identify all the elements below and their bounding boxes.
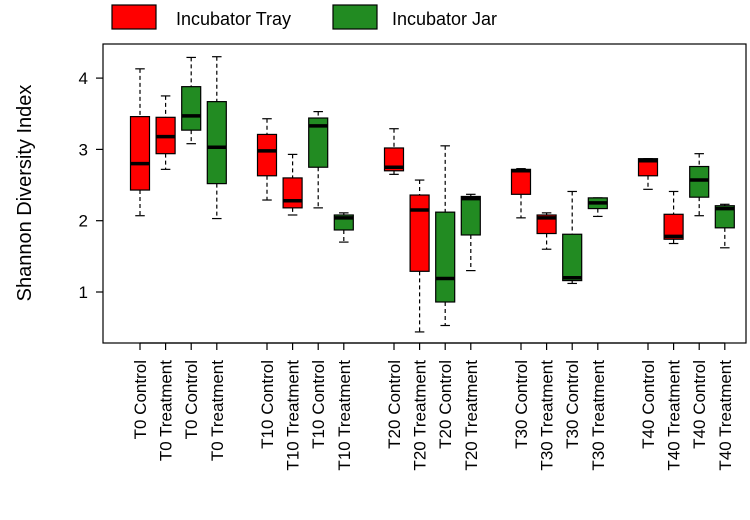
legend-item-jar: Incubator Jar bbox=[332, 4, 497, 30]
iqr-box bbox=[510, 168, 532, 195]
box-20 bbox=[714, 203, 735, 249]
box-6 bbox=[282, 153, 303, 216]
x-tick-label: T30 Treatment bbox=[538, 360, 557, 471]
legend-swatch-jar bbox=[332, 4, 378, 30]
x-tick-label: T20 Treatment bbox=[462, 360, 481, 471]
box-14 bbox=[536, 212, 557, 250]
y-axis: 1 2 3 4 bbox=[79, 69, 103, 302]
legend-item-tray: Incubator Tray bbox=[111, 4, 291, 30]
box-15 bbox=[562, 190, 583, 285]
box-7 bbox=[308, 111, 329, 209]
x-tick-label: T40 Control bbox=[639, 360, 658, 449]
iqr-box bbox=[129, 116, 151, 191]
iqr-box bbox=[663, 213, 684, 240]
x-tick-label: T30 Control bbox=[563, 360, 582, 449]
box-8 bbox=[333, 212, 354, 243]
x-tick-label: T30 Treatment bbox=[589, 360, 608, 471]
iqr-box bbox=[637, 158, 659, 177]
x-tick-label: T30 Control bbox=[512, 360, 531, 449]
iqr-box bbox=[714, 205, 735, 229]
iqr-box bbox=[409, 194, 430, 272]
x-tick-label: T20 Treatment bbox=[411, 360, 430, 471]
box-16 bbox=[587, 197, 608, 218]
box-13 bbox=[510, 168, 532, 219]
iqr-box bbox=[460, 195, 481, 236]
iqr-box bbox=[383, 147, 405, 172]
legend-label-jar: Incubator Jar bbox=[392, 9, 497, 29]
x-tick-label: T10 Control bbox=[258, 360, 277, 449]
legend: Incubator Tray Incubator Jar bbox=[111, 4, 497, 30]
x-tick-label: T20 Control bbox=[385, 360, 404, 449]
iqr-box bbox=[308, 117, 329, 168]
x-tick-label: T40 Treatment bbox=[665, 360, 684, 471]
y-tick-label: 3 bbox=[79, 140, 88, 159]
iqr-box bbox=[256, 133, 278, 177]
box-3 bbox=[181, 56, 202, 145]
iqr-box bbox=[689, 165, 710, 198]
x-tick-label: T40 Treatment bbox=[716, 360, 735, 471]
x-tick-label: T0 Control bbox=[182, 360, 201, 439]
x-axis: T0 Control T0 Treatment T0 Control T0 Treat… bbox=[131, 342, 735, 471]
y-axis-title: Shannon Diversity Index bbox=[14, 85, 36, 302]
box-1 bbox=[129, 68, 151, 217]
x-tick-label: T40 Control bbox=[690, 360, 709, 449]
legend-swatch-tray bbox=[111, 4, 157, 30]
iqr-box bbox=[282, 177, 303, 209]
box-17 bbox=[637, 158, 659, 190]
legend-label-tray: Incubator Tray bbox=[176, 9, 291, 29]
box-5 bbox=[256, 118, 278, 201]
box-19 bbox=[689, 153, 710, 217]
box-9 bbox=[383, 128, 405, 175]
x-tick-label: T10 Treatment bbox=[335, 360, 354, 471]
iqr-box bbox=[181, 86, 202, 131]
x-tick-label: T0 Treatment bbox=[208, 360, 227, 461]
box-18 bbox=[663, 190, 684, 245]
x-tick-label: T0 Treatment bbox=[157, 360, 176, 461]
boxes-layer bbox=[129, 56, 735, 333]
y-tick-label: 4 bbox=[79, 69, 88, 88]
x-tick-label: T20 Control bbox=[436, 360, 455, 449]
x-tick-label: T10 Treatment bbox=[284, 360, 303, 471]
iqr-box bbox=[206, 101, 227, 185]
x-tick-label: T10 Control bbox=[309, 360, 328, 449]
box-10 bbox=[409, 179, 430, 333]
box-4 bbox=[206, 56, 227, 220]
iqr-box bbox=[562, 233, 583, 282]
y-tick-label: 2 bbox=[79, 212, 88, 231]
iqr-box bbox=[536, 214, 557, 235]
y-tick-label: 1 bbox=[79, 283, 88, 302]
box-2 bbox=[155, 95, 176, 170]
box-11 bbox=[435, 145, 456, 327]
iqr-box bbox=[435, 211, 456, 303]
box-12 bbox=[460, 193, 481, 272]
x-tick-label: T0 Control bbox=[131, 360, 150, 439]
